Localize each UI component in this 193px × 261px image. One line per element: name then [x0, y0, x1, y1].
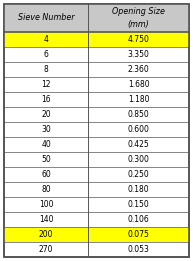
- Text: 0.053: 0.053: [128, 245, 150, 254]
- Text: 0.250: 0.250: [128, 170, 149, 179]
- Text: 140: 140: [39, 215, 53, 224]
- Text: Sieve Number: Sieve Number: [18, 14, 74, 22]
- Text: 0.180: 0.180: [128, 185, 149, 194]
- Text: 1.180: 1.180: [128, 95, 149, 104]
- Text: 4: 4: [44, 35, 48, 44]
- Text: 12: 12: [41, 80, 51, 89]
- Text: 0.300: 0.300: [128, 155, 150, 164]
- Bar: [4, 32, 88, 47]
- Text: (mm): (mm): [128, 20, 149, 28]
- Text: 40: 40: [41, 140, 51, 149]
- Text: 200: 200: [39, 230, 53, 239]
- Bar: [88, 227, 189, 242]
- Text: 2.360: 2.360: [128, 65, 149, 74]
- Text: 100: 100: [39, 200, 53, 209]
- Text: 8: 8: [44, 65, 48, 74]
- Text: 16: 16: [41, 95, 51, 104]
- Text: 50: 50: [41, 155, 51, 164]
- Text: 0.425: 0.425: [128, 140, 149, 149]
- Bar: [88, 32, 189, 47]
- Text: Opening Size: Opening Size: [112, 8, 165, 16]
- Text: 0.106: 0.106: [128, 215, 149, 224]
- Text: 4.750: 4.750: [128, 35, 150, 44]
- Text: 0.075: 0.075: [128, 230, 150, 239]
- Text: 30: 30: [41, 125, 51, 134]
- Text: 0.600: 0.600: [128, 125, 150, 134]
- Text: 0.150: 0.150: [128, 200, 149, 209]
- Text: 60: 60: [41, 170, 51, 179]
- Text: 270: 270: [39, 245, 53, 254]
- Text: 6: 6: [44, 50, 48, 59]
- Text: 0.850: 0.850: [128, 110, 149, 119]
- Text: 80: 80: [41, 185, 51, 194]
- Text: 1.680: 1.680: [128, 80, 149, 89]
- Text: 20: 20: [41, 110, 51, 119]
- Bar: [4, 4, 189, 32]
- Bar: [4, 227, 88, 242]
- Text: 3.350: 3.350: [128, 50, 150, 59]
